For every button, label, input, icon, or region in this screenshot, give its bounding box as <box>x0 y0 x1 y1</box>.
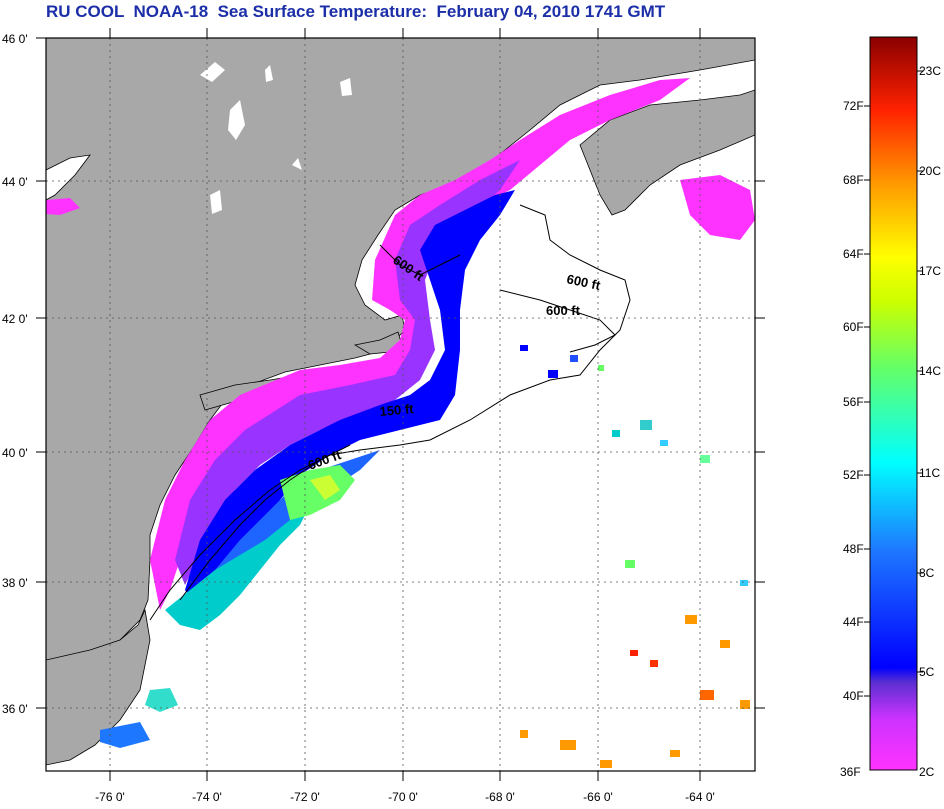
lon-label: -68 0' <box>485 790 515 804</box>
colorbar-label-f: 36F <box>840 765 861 779</box>
colorbar-label-f: 40F <box>843 689 864 703</box>
map-panel <box>46 38 755 771</box>
lon-label: -66 0' <box>583 790 613 804</box>
colorbar-label-c: 20C <box>919 164 941 178</box>
map-title: RU COOL NOAA-18 Sea Surface Temperature:… <box>46 2 666 21</box>
map-frame <box>45 37 756 772</box>
lon-label: -74 0' <box>192 790 222 804</box>
lon-label: -76 0' <box>95 790 125 804</box>
sst-coastal-water <box>46 78 755 748</box>
lat-label: 38 0' <box>2 576 28 590</box>
land-nova-scotia <box>579 89 755 216</box>
frame-ticks <box>36 28 765 781</box>
lat-label: 40 0' <box>2 446 28 460</box>
depth-contours <box>149 204 631 621</box>
colorbar-label-f: 64F <box>843 247 864 261</box>
colorbar-label-f: 72F <box>843 99 864 113</box>
contour-label: 600 ft <box>565 271 602 293</box>
lat-label: 36 0' <box>2 702 28 716</box>
colorbar-label-f: 52F <box>843 468 864 482</box>
colorbar-label-c: 8C <box>919 566 935 580</box>
lon-label: -72 0' <box>290 790 320 804</box>
colorbar-label-c: 17C <box>919 264 941 278</box>
colorbar-label-f: 68F <box>843 173 864 187</box>
inland-lakes <box>200 62 352 214</box>
colorbar-gradient <box>869 36 918 771</box>
colorbar-label-c: 5C <box>919 665 935 679</box>
colorbar-label-f: 48F <box>843 542 864 556</box>
colorbar-label-f: 56F <box>843 395 864 409</box>
longitude-labels: -76 0' -74 0' -72 0' -70 0' -68 0' -66 0… <box>95 790 715 804</box>
colorbar-label-c: 11C <box>919 466 940 480</box>
lat-label: 44 0' <box>2 175 28 189</box>
colorbar-label-f: 60F <box>843 320 864 334</box>
land-delmarva <box>46 608 151 766</box>
colorbar-label-f: 44F <box>843 615 864 629</box>
lake-ontario-edge <box>46 154 91 201</box>
contour-label: 600 ft <box>546 303 581 318</box>
colorbar: 72F 68F 64F 60F 56F 52F 48F 44F 40F 36F … <box>840 36 941 779</box>
latitude-labels: 46 0' 44 0' 42 0' 40 0' 38 0' 36 0' <box>2 32 28 716</box>
colorbar-label-c: 23C <box>919 64 941 78</box>
colorbar-label-c: 14C <box>919 364 941 378</box>
lat-label: 46 0' <box>2 32 28 46</box>
colorbar-label-c: 2C <box>919 765 935 779</box>
map-gridlines <box>46 38 755 771</box>
lon-label: -64 0' <box>685 790 715 804</box>
sst-offshore-patches <box>520 345 750 768</box>
lon-label: -70 0' <box>388 790 418 804</box>
lat-label: 42 0' <box>2 312 28 326</box>
contour-label: 150 ft <box>379 401 415 419</box>
